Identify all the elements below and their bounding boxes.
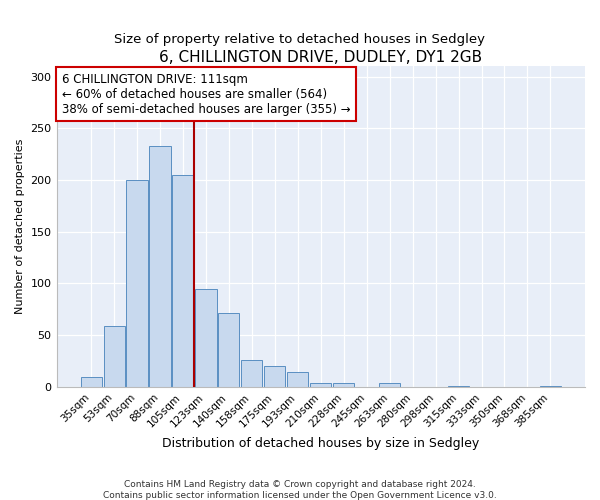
Bar xyxy=(241,360,262,387)
Bar xyxy=(218,314,239,387)
Bar xyxy=(149,146,170,387)
Y-axis label: Number of detached properties: Number of detached properties xyxy=(15,139,25,314)
Bar xyxy=(287,372,308,387)
Bar xyxy=(172,175,194,387)
Bar xyxy=(127,180,148,387)
Bar xyxy=(379,383,400,387)
Text: Contains HM Land Registry data © Crown copyright and database right 2024.
Contai: Contains HM Land Registry data © Crown c… xyxy=(103,480,497,500)
Bar xyxy=(80,376,101,387)
Bar xyxy=(196,288,217,387)
Bar xyxy=(448,386,469,387)
Bar xyxy=(104,326,125,387)
Title: 6, CHILLINGTON DRIVE, DUDLEY, DY1 2GB: 6, CHILLINGTON DRIVE, DUDLEY, DY1 2GB xyxy=(159,50,482,65)
Text: 6 CHILLINGTON DRIVE: 111sqm
← 60% of detached houses are smaller (564)
38% of se: 6 CHILLINGTON DRIVE: 111sqm ← 60% of det… xyxy=(62,72,350,116)
Bar xyxy=(540,386,561,387)
Bar xyxy=(310,383,331,387)
Bar xyxy=(264,366,286,387)
Bar xyxy=(333,383,354,387)
X-axis label: Distribution of detached houses by size in Sedgley: Distribution of detached houses by size … xyxy=(162,437,479,450)
Text: Size of property relative to detached houses in Sedgley: Size of property relative to detached ho… xyxy=(115,32,485,46)
